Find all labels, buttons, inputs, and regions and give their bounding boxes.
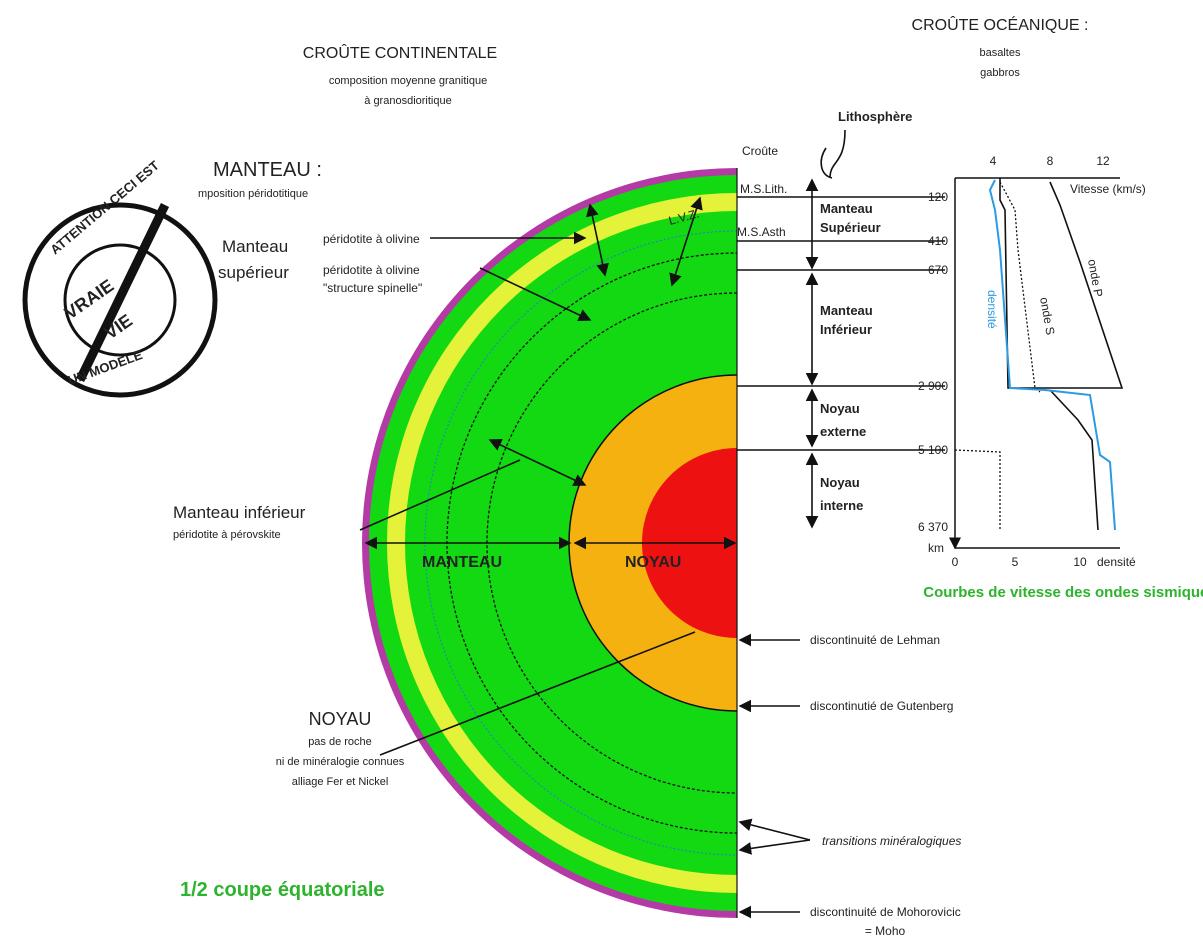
- label: pas de roche: [308, 736, 372, 748]
- depth-label: 410: [928, 234, 948, 248]
- stamp: ATTENTION CECI EST VRAIE VIE UN MODELE: [22, 158, 218, 398]
- labels: CROÛTE CONTINENTALE composition moyenne …: [173, 15, 1203, 938]
- tick-label: 10: [1073, 555, 1087, 569]
- seismic-graph: [949, 177, 1124, 550]
- axis-label: Vitesse (km/s): [1070, 182, 1146, 196]
- label: basaltes: [980, 47, 1021, 59]
- label: MANTEAU: [422, 554, 502, 571]
- label: NOYAU: [309, 709, 372, 729]
- label: "structure spinelle": [323, 281, 422, 295]
- label: Noyau: [820, 401, 860, 416]
- label: = Moho: [865, 924, 906, 938]
- lines: [359, 129, 945, 919]
- tick-label: 8: [1047, 154, 1054, 168]
- stamp-text: VIE: [101, 310, 136, 343]
- curve-label: densité: [985, 290, 999, 329]
- depth-label: 5 100: [918, 443, 948, 457]
- label: CROÛTE CONTINENTALE: [303, 43, 497, 62]
- depth-label: 670: [928, 263, 948, 277]
- label: discontinuité de Mohorovicic: [810, 905, 961, 919]
- tick-label: 0: [952, 555, 959, 569]
- label: péridotite à olivine: [323, 232, 420, 246]
- curve-label: onde S: [1037, 296, 1057, 336]
- label: CROÛTE OCÉANIQUE :: [912, 15, 1089, 34]
- depth-label: 2 900: [918, 379, 948, 393]
- tick-label: 12: [1096, 154, 1110, 168]
- label: discontinutié de Gutenberg: [810, 699, 953, 713]
- label: interne: [820, 498, 863, 513]
- depth-label: 6 370: [918, 520, 948, 534]
- label: mposition péridotitique: [198, 188, 308, 200]
- label: péridotite à olivine: [323, 263, 420, 277]
- label: Inférieur: [820, 322, 872, 337]
- label: composition moyenne granitique: [329, 75, 487, 87]
- label: M.S.Lith.: [740, 182, 787, 196]
- label: Lithosphère: [838, 109, 912, 124]
- label: ni de minéralogie connues: [276, 756, 405, 768]
- label: Croûte: [742, 144, 778, 158]
- label: à granosdioritique: [364, 95, 451, 107]
- label: Noyau: [820, 475, 860, 490]
- caption: 1/2 coupe équatoriale: [180, 879, 385, 901]
- label: Manteau: [222, 237, 288, 256]
- axis-label: densité: [1097, 555, 1136, 569]
- label: discontinuité de Lehman: [810, 633, 940, 647]
- label: péridotite à pérovskite: [173, 529, 281, 541]
- label: Manteau: [820, 303, 873, 318]
- label: Manteau: [820, 201, 873, 216]
- label: M.S.Asth: [737, 225, 786, 239]
- label: transitions minéralogiques: [822, 834, 961, 848]
- depth-label: 120: [928, 190, 948, 204]
- label: gabbros: [980, 67, 1020, 79]
- graph-title: Courbes de vitesse des ondes sismiques: [923, 584, 1203, 601]
- label: Supérieur: [820, 220, 881, 235]
- axis-label: km: [928, 541, 944, 555]
- label: MANTEAU :: [213, 159, 322, 181]
- label: externe: [820, 424, 866, 439]
- curve-label: onde P: [1085, 258, 1105, 298]
- label: NOYAU: [625, 554, 681, 571]
- label: supérieur: [218, 263, 289, 282]
- label: Manteau inférieur: [173, 503, 306, 522]
- tick-label: 4: [990, 154, 997, 168]
- label: alliage Fer et Nickel: [292, 776, 389, 788]
- tick-label: 5: [1012, 555, 1019, 569]
